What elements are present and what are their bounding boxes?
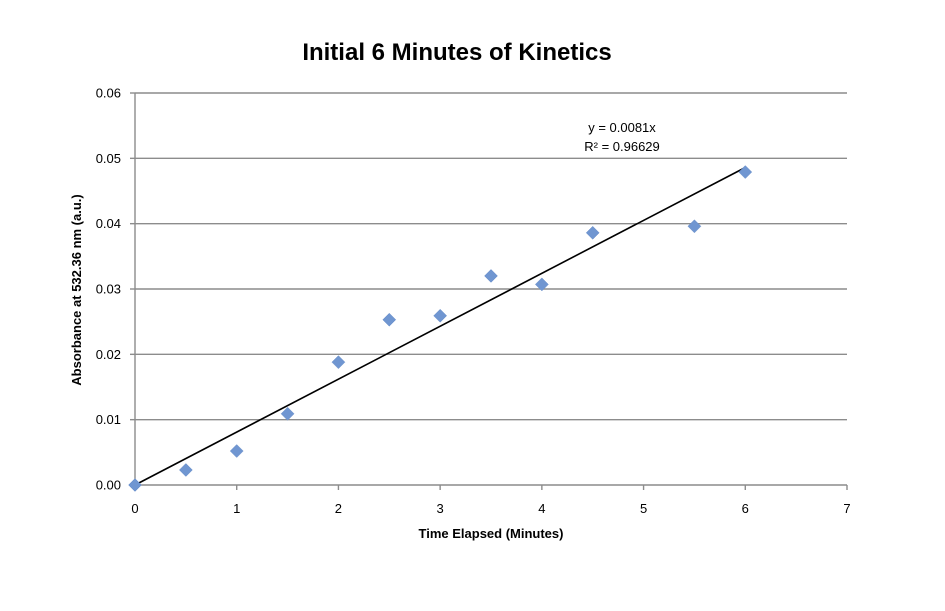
data-point [738, 165, 753, 179]
data-point [382, 312, 397, 327]
trendline-equation: y = 0.0081x [588, 120, 656, 135]
data-point [128, 478, 142, 492]
x-tick-label: 7 [843, 501, 850, 516]
x-tick-label: 6 [742, 501, 749, 516]
data-point [280, 406, 295, 421]
x-tick-label: 4 [538, 501, 545, 516]
chart-title: Initial 6 Minutes of Kinetics [302, 39, 611, 66]
x-tick-label: 5 [640, 501, 647, 516]
data-point [179, 463, 193, 477]
y-tick-label: 0.01 [96, 412, 121, 427]
y-tick-labels: 0.00 0.01 0.02 0.03 0.04 0.05 0.06 [96, 86, 121, 493]
trendline [134, 166, 746, 486]
data-point [331, 355, 346, 370]
y-tick-label: 0.03 [96, 282, 121, 297]
data-point [585, 225, 600, 240]
x-tick-label: 3 [437, 501, 444, 516]
trendline-r-squared: R² = 0.96629 [584, 139, 660, 154]
data-point [433, 308, 447, 323]
x-tick-label: 0 [131, 501, 138, 516]
data-points [128, 165, 753, 492]
gridlines [135, 92, 847, 421]
axes [130, 92, 848, 490]
data-point [687, 219, 702, 234]
y-tick-label: 0.05 [96, 151, 121, 166]
y-axis-title: Absorbance at 532.36 nm (a.u.) [69, 194, 84, 385]
y-tick-label: 0.04 [96, 216, 121, 231]
x-tick-label: 2 [335, 501, 342, 516]
data-point [535, 277, 549, 292]
data-point [484, 269, 498, 283]
y-tick-label: 0.06 [96, 86, 121, 101]
y-tick-label: 0.00 [96, 478, 121, 493]
x-tick-labels: 0 1 2 3 4 5 6 7 [131, 501, 850, 516]
x-tick-label: 1 [233, 501, 240, 516]
data-point [229, 444, 244, 458]
trendline-path [134, 166, 746, 486]
x-axis-title: Time Elapsed (Minutes) [419, 526, 564, 541]
y-tick-label: 0.02 [96, 347, 121, 362]
